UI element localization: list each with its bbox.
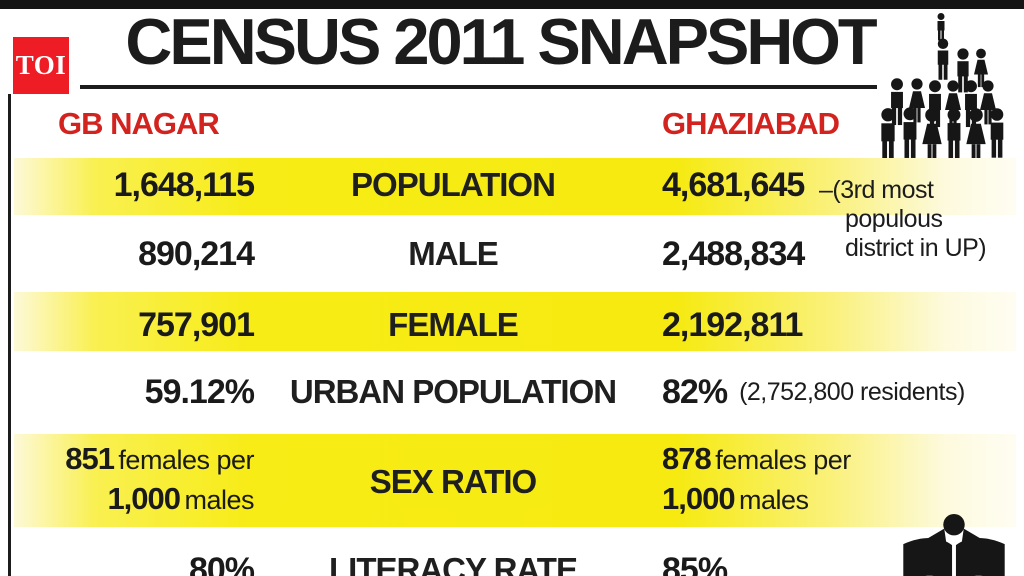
column-header-ghaziabad: GHAZIABAD bbox=[662, 106, 840, 141]
row-literacy-rate: 80% LITERACY RATE 85% bbox=[12, 541, 1024, 576]
female-label: FEMALE bbox=[388, 306, 519, 343]
sex-ratio-gb-nagar: 851 females per 1,000 males bbox=[65, 442, 254, 522]
literacy-label: LITERACY RATE bbox=[329, 551, 578, 576]
population-annotation-line1: –(3rd most bbox=[819, 176, 934, 204]
sex-ratio-gb-value: 851 bbox=[65, 441, 115, 476]
female-value-ghaziabad: 2,192,811 bbox=[662, 305, 803, 344]
urban-label: URBAN POPULATION bbox=[289, 373, 617, 410]
population-annotation-line3: district in UP) bbox=[845, 234, 987, 262]
row-urban-population: 59.12% URBAN POPULATION 82% (2,752,800 r… bbox=[12, 363, 1024, 421]
title-underline bbox=[80, 85, 877, 89]
male-value-gb-nagar: 890,214 bbox=[138, 234, 255, 273]
population-label: POPULATION bbox=[351, 166, 556, 203]
population-value-gb-nagar: 1,648,115 bbox=[113, 165, 255, 204]
sex-ratio-gz-unit-b: males bbox=[739, 485, 809, 515]
population-annotation: –(3rd most populous district in UP) bbox=[819, 176, 1024, 263]
urban-annotation-ghaziabad: (2,752,800 residents) bbox=[739, 377, 965, 406]
toi-logo: TOI bbox=[13, 37, 69, 94]
top-black-bar bbox=[0, 0, 1024, 9]
reading-open-book-icon bbox=[903, 513, 1005, 576]
urban-value-gb-nagar: 59.12% bbox=[144, 372, 255, 411]
highlight-band-population bbox=[14, 158, 1016, 215]
column-header-gb-nagar: GB NAGAR bbox=[58, 106, 220, 141]
literacy-value-ghaziabad: 85% bbox=[662, 550, 728, 576]
row-female: 757,901 FEMALE 2,192,811 bbox=[12, 296, 1024, 354]
population-value-ghaziabad: 4,681,645 bbox=[662, 165, 805, 204]
sex-ratio-ghaziabad: 878 females per 1,000 males bbox=[662, 442, 851, 522]
female-value-gb-nagar: 757,901 bbox=[138, 305, 255, 344]
sex-ratio-label: SEX RATIO bbox=[369, 463, 537, 500]
sex-ratio-gb-unit-a: females per bbox=[118, 445, 254, 475]
row-population: 1,648,115 POPULATION 4,681,645 bbox=[12, 156, 1024, 214]
urban-value-ghaziabad: 82% bbox=[662, 372, 728, 411]
highlight-band-female bbox=[14, 292, 1016, 351]
sex-ratio-gz-value2: 1,000 bbox=[662, 481, 736, 516]
male-value-ghaziabad: 2,488,834 bbox=[662, 234, 805, 273]
page-title: CENSUS 2011 SNAPSHOT bbox=[125, 5, 877, 78]
sex-ratio-gb-unit-b: males bbox=[184, 485, 254, 515]
toi-logo-text: TOI bbox=[15, 50, 67, 80]
literacy-value-gb-nagar: 80% bbox=[188, 550, 255, 576]
people-crowd-icon bbox=[881, 13, 1004, 160]
row-sex-ratio: 851 females per 1,000 males SEX RATIO 87… bbox=[12, 436, 1024, 528]
left-border-rule bbox=[8, 94, 11, 576]
sex-ratio-gz-value: 878 bbox=[662, 441, 712, 476]
population-annotation-line2: populous bbox=[845, 205, 943, 233]
sex-ratio-gb-value2: 1,000 bbox=[107, 481, 181, 516]
male-label: MALE bbox=[408, 235, 498, 272]
highlight-band-sex-ratio bbox=[14, 434, 1016, 527]
sex-ratio-gz-unit-a: females per bbox=[715, 445, 851, 475]
row-male: 890,214 MALE 2,488,834 bbox=[12, 225, 1024, 283]
